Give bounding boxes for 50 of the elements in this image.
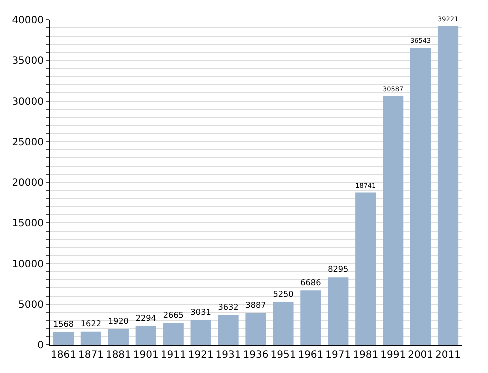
data-label: 5250 — [273, 288, 294, 299]
bar — [190, 320, 212, 345]
bar — [273, 302, 294, 345]
x-tick-label: 1881 — [106, 350, 132, 361]
data-label: 6686 — [300, 277, 322, 288]
bar — [356, 192, 376, 345]
x-tick-label: 1871 — [78, 350, 104, 361]
x-tick-label: 1951 — [270, 350, 296, 361]
y-tick-label: 30000 — [12, 96, 44, 108]
x-tick-label: 1921 — [188, 350, 214, 361]
data-label: 3031 — [190, 306, 212, 317]
y-tick-label: 5000 — [18, 300, 44, 311]
bar — [136, 326, 156, 345]
y-tick-label: 40000 — [12, 16, 44, 26]
data-label: 1568 — [53, 318, 74, 329]
bar — [80, 332, 102, 345]
x-tick-label: 1861 — [51, 350, 76, 361]
bar — [328, 278, 349, 345]
y-tick-label: 35000 — [12, 56, 44, 68]
x-tick-label: 2001 — [408, 350, 434, 361]
y-tick-label: 25000 — [12, 137, 44, 148]
x-tick-label: 1961 — [298, 350, 324, 361]
bar — [438, 26, 459, 345]
x-tick-label: 1981 — [353, 350, 379, 361]
x-tick-label: 1991 — [380, 350, 406, 361]
bar — [53, 332, 74, 345]
data-label: 1920 — [108, 316, 129, 326]
bar — [108, 329, 129, 345]
x-tick-label: 1971 — [326, 350, 352, 361]
y-tick-label: 20000 — [12, 178, 44, 189]
bar — [410, 48, 432, 345]
x-tick-label: 1931 — [216, 350, 242, 361]
data-label: 3887 — [246, 300, 266, 310]
data-label: 1622 — [80, 318, 102, 328]
data-label: 8295 — [328, 264, 349, 274]
data-label: 2294 — [136, 312, 156, 323]
bar — [246, 313, 266, 345]
y-tick-label: 10000 — [12, 259, 44, 270]
x-tick-label: 1936 — [243, 350, 269, 361]
x-tick-label: 1901 — [133, 350, 159, 361]
bar — [383, 96, 404, 345]
data-label: 2665 — [163, 310, 184, 320]
y-tick-label: 0 — [38, 340, 44, 352]
x-tick-label: 1911 — [160, 350, 186, 361]
y-tick-label: 15000 — [12, 218, 44, 230]
bar — [218, 315, 239, 345]
data-label: 3632 — [218, 302, 239, 312]
bar — [300, 290, 322, 345]
x-tick-label: 2011 — [436, 350, 461, 361]
bar — [163, 323, 184, 345]
